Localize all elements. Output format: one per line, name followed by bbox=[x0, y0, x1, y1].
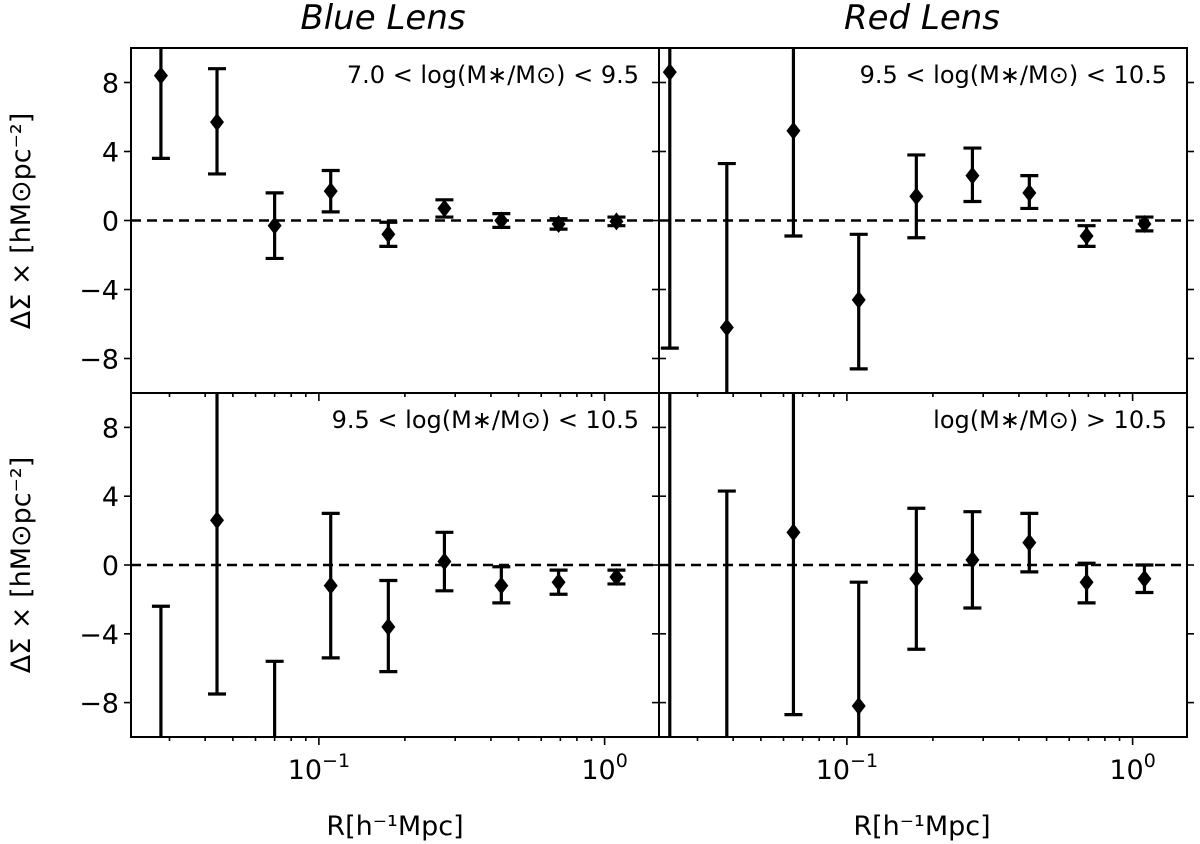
y-tick-label: 8 bbox=[102, 413, 119, 444]
x-axis-label-left: R[h⁻¹Mpc] bbox=[326, 811, 463, 842]
data-point bbox=[267, 216, 282, 235]
data-point bbox=[1079, 227, 1094, 246]
data-point bbox=[437, 199, 452, 218]
y-tick-label: 8 bbox=[102, 69, 119, 100]
data-point bbox=[381, 225, 396, 244]
x-tick-label-exponent: −1 bbox=[850, 750, 878, 772]
data-point bbox=[786, 121, 801, 140]
y-tick-label: −4 bbox=[79, 620, 119, 651]
data-point bbox=[909, 187, 924, 206]
x-tick-label-base: 10 bbox=[288, 755, 322, 786]
mass-bin-annotation: 9.5 < log(M∗/M⊙) < 10.5 bbox=[860, 61, 1167, 89]
data-point bbox=[609, 212, 624, 231]
panel-1: 9.5 < log(M∗/M⊙) < 10.5 bbox=[658, 47, 1194, 401]
data-point bbox=[719, 318, 734, 337]
x-tick-label: 100 bbox=[1109, 750, 1155, 786]
data-point bbox=[1137, 569, 1152, 588]
mass-bin-annotation: 9.5 < log(M∗/M⊙) < 10.5 bbox=[332, 406, 639, 434]
data-point bbox=[551, 214, 566, 233]
y-axis-label-bottom: ΔΣ × [hM⊙pc⁻²] bbox=[6, 457, 37, 673]
x-axis-label-right: R[h⁻¹Mpc] bbox=[853, 811, 990, 842]
data-point bbox=[210, 113, 225, 132]
data-point bbox=[851, 697, 866, 716]
x-tick-label-exponent: 0 bbox=[616, 750, 628, 772]
data-point bbox=[551, 573, 566, 592]
data-point bbox=[153, 66, 168, 85]
data-point bbox=[381, 617, 396, 636]
x-tick-label-exponent: 0 bbox=[1144, 750, 1156, 772]
panel-data bbox=[151, 48, 626, 261]
data-point bbox=[965, 166, 980, 185]
mass-bin-annotation: log(M∗/M⊙) > 10.5 bbox=[933, 406, 1167, 434]
panel-0: 8 4 0 −4 −8 7.0 < log(M∗/M⊙) < 9.5 bbox=[79, 47, 660, 401]
data-point bbox=[1137, 214, 1152, 233]
column-title-red: Red Lens bbox=[844, 0, 1000, 38]
data-point bbox=[437, 552, 452, 571]
panel-data bbox=[660, 48, 1154, 393]
x-tick-label-base: 10 bbox=[581, 755, 615, 786]
data-point bbox=[494, 211, 509, 230]
y-tick-label: 0 bbox=[102, 551, 119, 582]
x-tick-label: 100 bbox=[581, 750, 627, 786]
x-tick-label: 10−1 bbox=[288, 750, 350, 786]
x-tick-label-exponent: −1 bbox=[322, 750, 350, 772]
data-point bbox=[1022, 533, 1037, 552]
y-tick-label: 4 bbox=[102, 138, 119, 169]
data-point bbox=[786, 523, 801, 542]
data-point bbox=[909, 569, 924, 588]
data-point bbox=[494, 576, 509, 595]
y-tick-label: 0 bbox=[102, 207, 119, 238]
data-point bbox=[323, 182, 338, 201]
y-axis-label-top: ΔΣ × [hM⊙pc⁻²] bbox=[6, 113, 37, 329]
data-point bbox=[210, 511, 225, 530]
data-point bbox=[662, 63, 677, 82]
data-point bbox=[1079, 573, 1094, 592]
data-point bbox=[323, 576, 338, 595]
data-point bbox=[609, 568, 624, 587]
y-tick-label: −8 bbox=[79, 345, 119, 376]
column-title-blue: Blue Lens bbox=[300, 0, 465, 38]
x-tick-label-base: 10 bbox=[1109, 755, 1143, 786]
y-tick-label: −4 bbox=[79, 276, 119, 307]
data-point bbox=[1022, 183, 1037, 202]
panel-data bbox=[668, 393, 1154, 737]
y-tick-label: −8 bbox=[79, 689, 119, 720]
mass-bin-annotation: 7.0 < log(M∗/M⊙) < 9.5 bbox=[347, 61, 639, 89]
panel-data bbox=[151, 393, 626, 737]
data-point bbox=[965, 550, 980, 569]
y-tick-label: 4 bbox=[102, 482, 119, 513]
panels-group: 8 4 0 −4 −8 7.0 < log(M∗/M⊙) < 9.5 9.5 < log(M… bbox=[79, 47, 1194, 786]
x-tick-label: 10−1 bbox=[816, 750, 878, 786]
x-tick-label-base: 10 bbox=[816, 755, 850, 786]
data-point bbox=[851, 290, 866, 309]
